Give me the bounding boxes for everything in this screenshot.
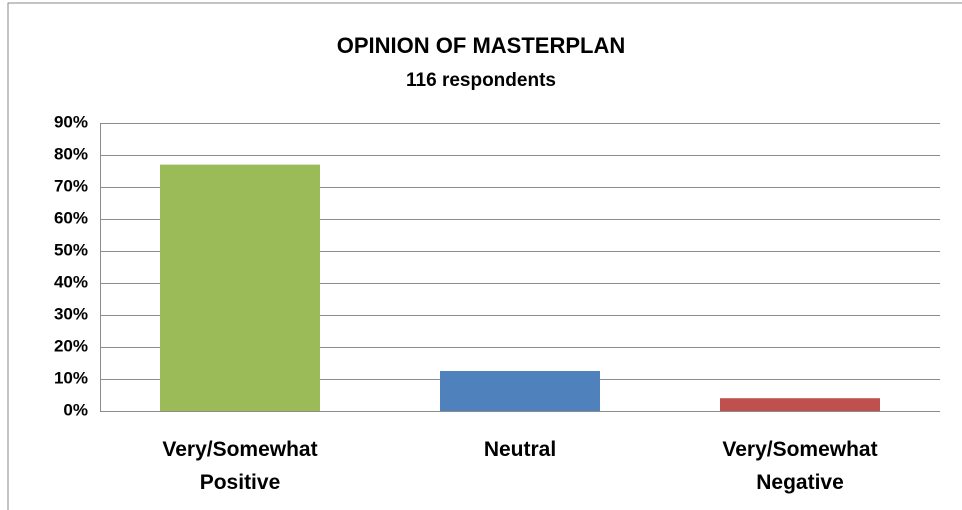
y-tick-label: 30%: [54, 304, 88, 323]
bar: [720, 398, 880, 411]
chart-title: OPINION OF MASTERPLAN: [337, 33, 625, 58]
y-tick-label: 10%: [54, 368, 88, 387]
y-tick-label: 90%: [54, 112, 88, 131]
bar: [440, 371, 600, 411]
chart-subtitle: 116 respondents: [406, 70, 556, 91]
bar: [160, 164, 320, 411]
x-tick-label: Very/Somewhat Negative: [722, 438, 878, 494]
chart-frame: [7, 2, 962, 510]
x-tick-label: Neutral: [483, 438, 557, 461]
y-tick-label: 40%: [54, 272, 88, 291]
y-tick-label: 50%: [54, 240, 88, 259]
y-tick-label: 20%: [54, 336, 88, 355]
y-tick-label: 60%: [54, 208, 88, 227]
y-tick-label: 0%: [63, 400, 88, 419]
y-tick-label: 80%: [54, 144, 88, 163]
y-tick-label: 70%: [54, 176, 88, 195]
x-tick-label: Very/Somewhat Positive: [162, 438, 318, 494]
